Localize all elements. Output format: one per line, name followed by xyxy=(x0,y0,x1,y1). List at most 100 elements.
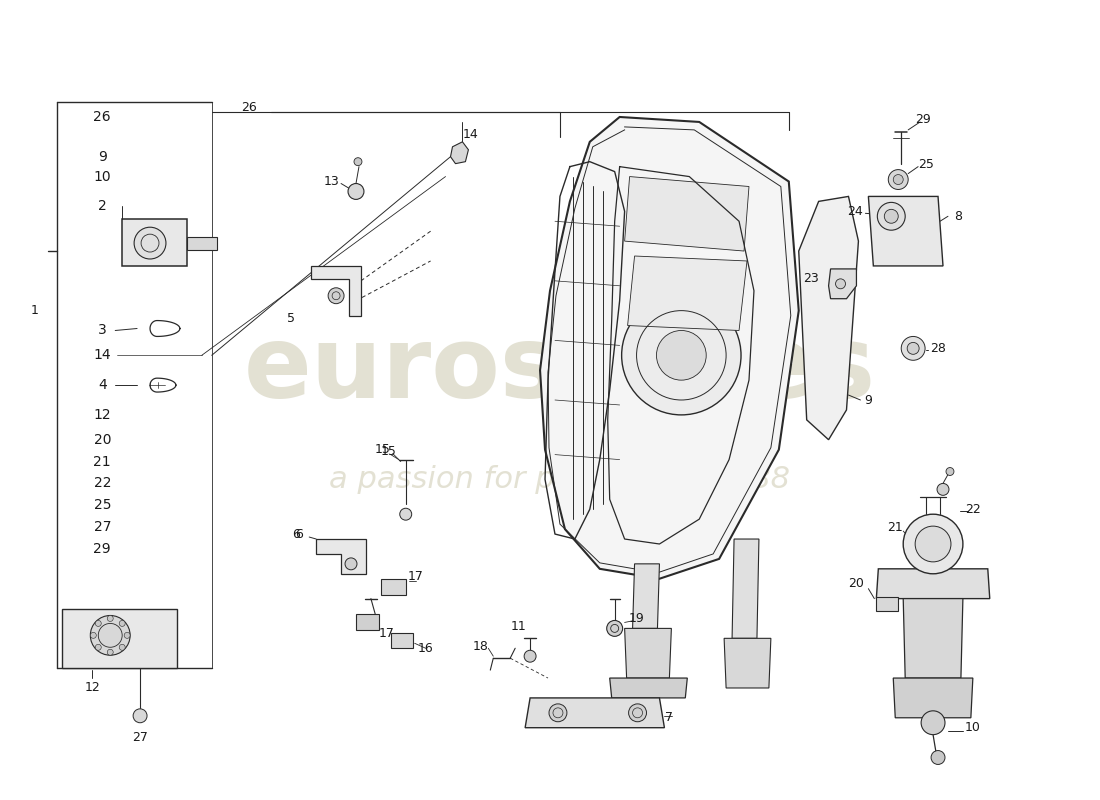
Text: 20: 20 xyxy=(848,578,865,590)
Text: 6: 6 xyxy=(295,527,304,541)
Circle shape xyxy=(901,337,925,360)
Polygon shape xyxy=(187,237,217,250)
Circle shape xyxy=(889,170,909,190)
Circle shape xyxy=(134,227,166,259)
Text: 5: 5 xyxy=(287,312,295,325)
Circle shape xyxy=(107,615,113,622)
Polygon shape xyxy=(540,117,799,578)
Text: 7: 7 xyxy=(666,711,673,724)
Circle shape xyxy=(893,174,903,185)
Polygon shape xyxy=(390,634,412,648)
Circle shape xyxy=(96,644,101,650)
Circle shape xyxy=(399,508,411,520)
Text: 25: 25 xyxy=(918,158,934,171)
Circle shape xyxy=(836,279,846,289)
Text: 27: 27 xyxy=(94,520,111,534)
Circle shape xyxy=(90,632,97,638)
Polygon shape xyxy=(525,698,664,728)
Circle shape xyxy=(348,183,364,199)
Polygon shape xyxy=(316,539,366,574)
Circle shape xyxy=(524,650,536,662)
Text: 6: 6 xyxy=(293,527,300,541)
Text: 14: 14 xyxy=(94,348,111,362)
Circle shape xyxy=(354,158,362,166)
Text: 2: 2 xyxy=(98,199,107,214)
Text: 21: 21 xyxy=(888,521,903,534)
Circle shape xyxy=(903,514,962,574)
Polygon shape xyxy=(903,598,962,678)
Circle shape xyxy=(657,330,706,380)
Polygon shape xyxy=(828,269,857,298)
Polygon shape xyxy=(625,177,749,251)
Circle shape xyxy=(90,615,130,655)
Text: 29: 29 xyxy=(915,114,931,126)
Text: 28: 28 xyxy=(931,342,946,355)
Text: 26: 26 xyxy=(242,101,257,114)
Circle shape xyxy=(931,750,945,765)
Polygon shape xyxy=(724,638,771,688)
Circle shape xyxy=(345,558,358,570)
Polygon shape xyxy=(877,569,990,598)
Text: 19: 19 xyxy=(629,612,645,625)
Polygon shape xyxy=(799,197,858,440)
Polygon shape xyxy=(381,578,406,594)
Text: 10: 10 xyxy=(94,170,111,183)
Polygon shape xyxy=(868,197,943,266)
Circle shape xyxy=(908,342,920,354)
Polygon shape xyxy=(311,266,361,315)
Polygon shape xyxy=(632,564,659,629)
Circle shape xyxy=(119,644,125,650)
Polygon shape xyxy=(877,597,899,610)
Polygon shape xyxy=(733,539,759,638)
Text: 25: 25 xyxy=(94,498,111,512)
Polygon shape xyxy=(356,614,378,630)
Polygon shape xyxy=(628,256,747,330)
Text: 23: 23 xyxy=(803,272,818,286)
Text: 15: 15 xyxy=(375,443,390,456)
Text: 14: 14 xyxy=(462,128,478,142)
Text: 1: 1 xyxy=(31,304,38,317)
Circle shape xyxy=(124,632,130,638)
Circle shape xyxy=(915,526,952,562)
Text: 9: 9 xyxy=(98,150,107,164)
Polygon shape xyxy=(609,678,688,698)
Text: 17: 17 xyxy=(408,570,424,583)
Text: 24: 24 xyxy=(848,205,864,218)
Text: 9: 9 xyxy=(865,394,872,406)
Text: 3: 3 xyxy=(98,323,107,338)
Circle shape xyxy=(937,483,949,495)
Text: 22: 22 xyxy=(965,502,981,516)
Circle shape xyxy=(946,467,954,475)
Text: 20: 20 xyxy=(94,433,111,446)
Circle shape xyxy=(133,709,147,722)
Text: 27: 27 xyxy=(132,731,148,744)
Circle shape xyxy=(921,711,945,734)
Polygon shape xyxy=(451,142,469,164)
Text: 16: 16 xyxy=(418,642,433,654)
Text: a passion for parts since 1988: a passion for parts since 1988 xyxy=(329,465,791,494)
Circle shape xyxy=(607,621,623,636)
Text: 17: 17 xyxy=(378,627,395,640)
Circle shape xyxy=(119,621,125,626)
Text: 11: 11 xyxy=(510,620,526,633)
Circle shape xyxy=(628,704,647,722)
Polygon shape xyxy=(893,678,972,718)
Circle shape xyxy=(878,202,905,230)
Circle shape xyxy=(96,621,101,626)
Text: 21: 21 xyxy=(94,454,111,469)
Text: 29: 29 xyxy=(94,542,111,556)
Text: 4: 4 xyxy=(98,378,107,392)
Text: 22: 22 xyxy=(94,477,111,490)
Text: 26: 26 xyxy=(94,110,111,124)
Polygon shape xyxy=(63,609,177,668)
Circle shape xyxy=(549,704,566,722)
Circle shape xyxy=(328,288,344,304)
Text: 18: 18 xyxy=(472,640,488,653)
Text: 12: 12 xyxy=(85,682,100,694)
Circle shape xyxy=(621,296,741,415)
Text: 10: 10 xyxy=(965,722,981,734)
Circle shape xyxy=(388,582,398,592)
Text: 15: 15 xyxy=(381,445,397,458)
Polygon shape xyxy=(625,629,671,678)
Circle shape xyxy=(107,650,113,655)
